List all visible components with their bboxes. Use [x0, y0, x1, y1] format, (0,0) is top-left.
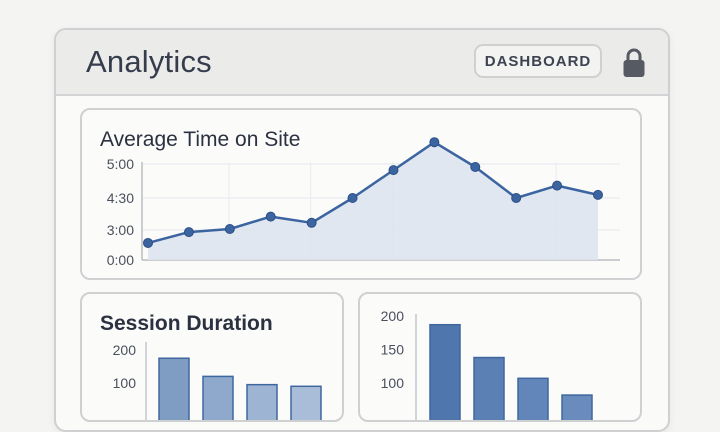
app-title: Analytics [86, 44, 212, 79]
data-point [224, 224, 235, 234]
bar [202, 375, 234, 420]
y-tick-label: 100 [381, 375, 405, 391]
avg-time-title: Average Time on Site [100, 128, 301, 151]
y-tick-label: 200 [113, 342, 137, 358]
data-point [388, 165, 399, 176]
data-point [347, 193, 358, 203]
dashboard-button[interactable]: DASHBOARD [474, 44, 602, 78]
bar [429, 323, 461, 420]
y-tick-label: 200 [381, 308, 405, 324]
data-point [265, 211, 276, 222]
lock-icon[interactable] [622, 48, 646, 78]
bar-chart-card: 200 150 100 [358, 292, 642, 422]
bar [158, 357, 190, 420]
avg-time-chart: 5:00 4:30 3:00 0:00 [107, 137, 620, 268]
session-duration-title: Session Duration [100, 312, 273, 335]
data-point [511, 193, 522, 203]
bar [473, 356, 505, 420]
bar [517, 377, 549, 420]
area-fill [148, 142, 598, 260]
bar-chart: 200 150 100 [381, 308, 593, 420]
y-tick-label: 4:30 [107, 190, 134, 206]
bar [290, 385, 322, 420]
y-tick-label: 150 [381, 342, 405, 358]
data-point [429, 137, 440, 148]
title-bar: Analytics DASHBOARD [56, 30, 668, 96]
bar [246, 383, 278, 420]
avg-time-card: Average Time on Site 5:00 4:30 3:00 0:00 [80, 108, 642, 280]
data-point [306, 217, 317, 228]
data-point [143, 237, 153, 248]
y-tick-label: 0:00 [107, 252, 134, 268]
y-tick-label: 3:00 [107, 222, 134, 238]
data-point [593, 189, 603, 200]
data-point [470, 162, 481, 172]
bar [561, 394, 593, 420]
y-tick-label: 5:00 [107, 156, 134, 172]
session-duration-chart: 200 100 [113, 342, 322, 420]
data-point [183, 227, 194, 238]
series-line [147, 140, 599, 245]
data-point [552, 180, 563, 191]
y-tick-label: 100 [113, 375, 137, 391]
session-duration-card: Session Duration 200 100 [80, 292, 344, 422]
